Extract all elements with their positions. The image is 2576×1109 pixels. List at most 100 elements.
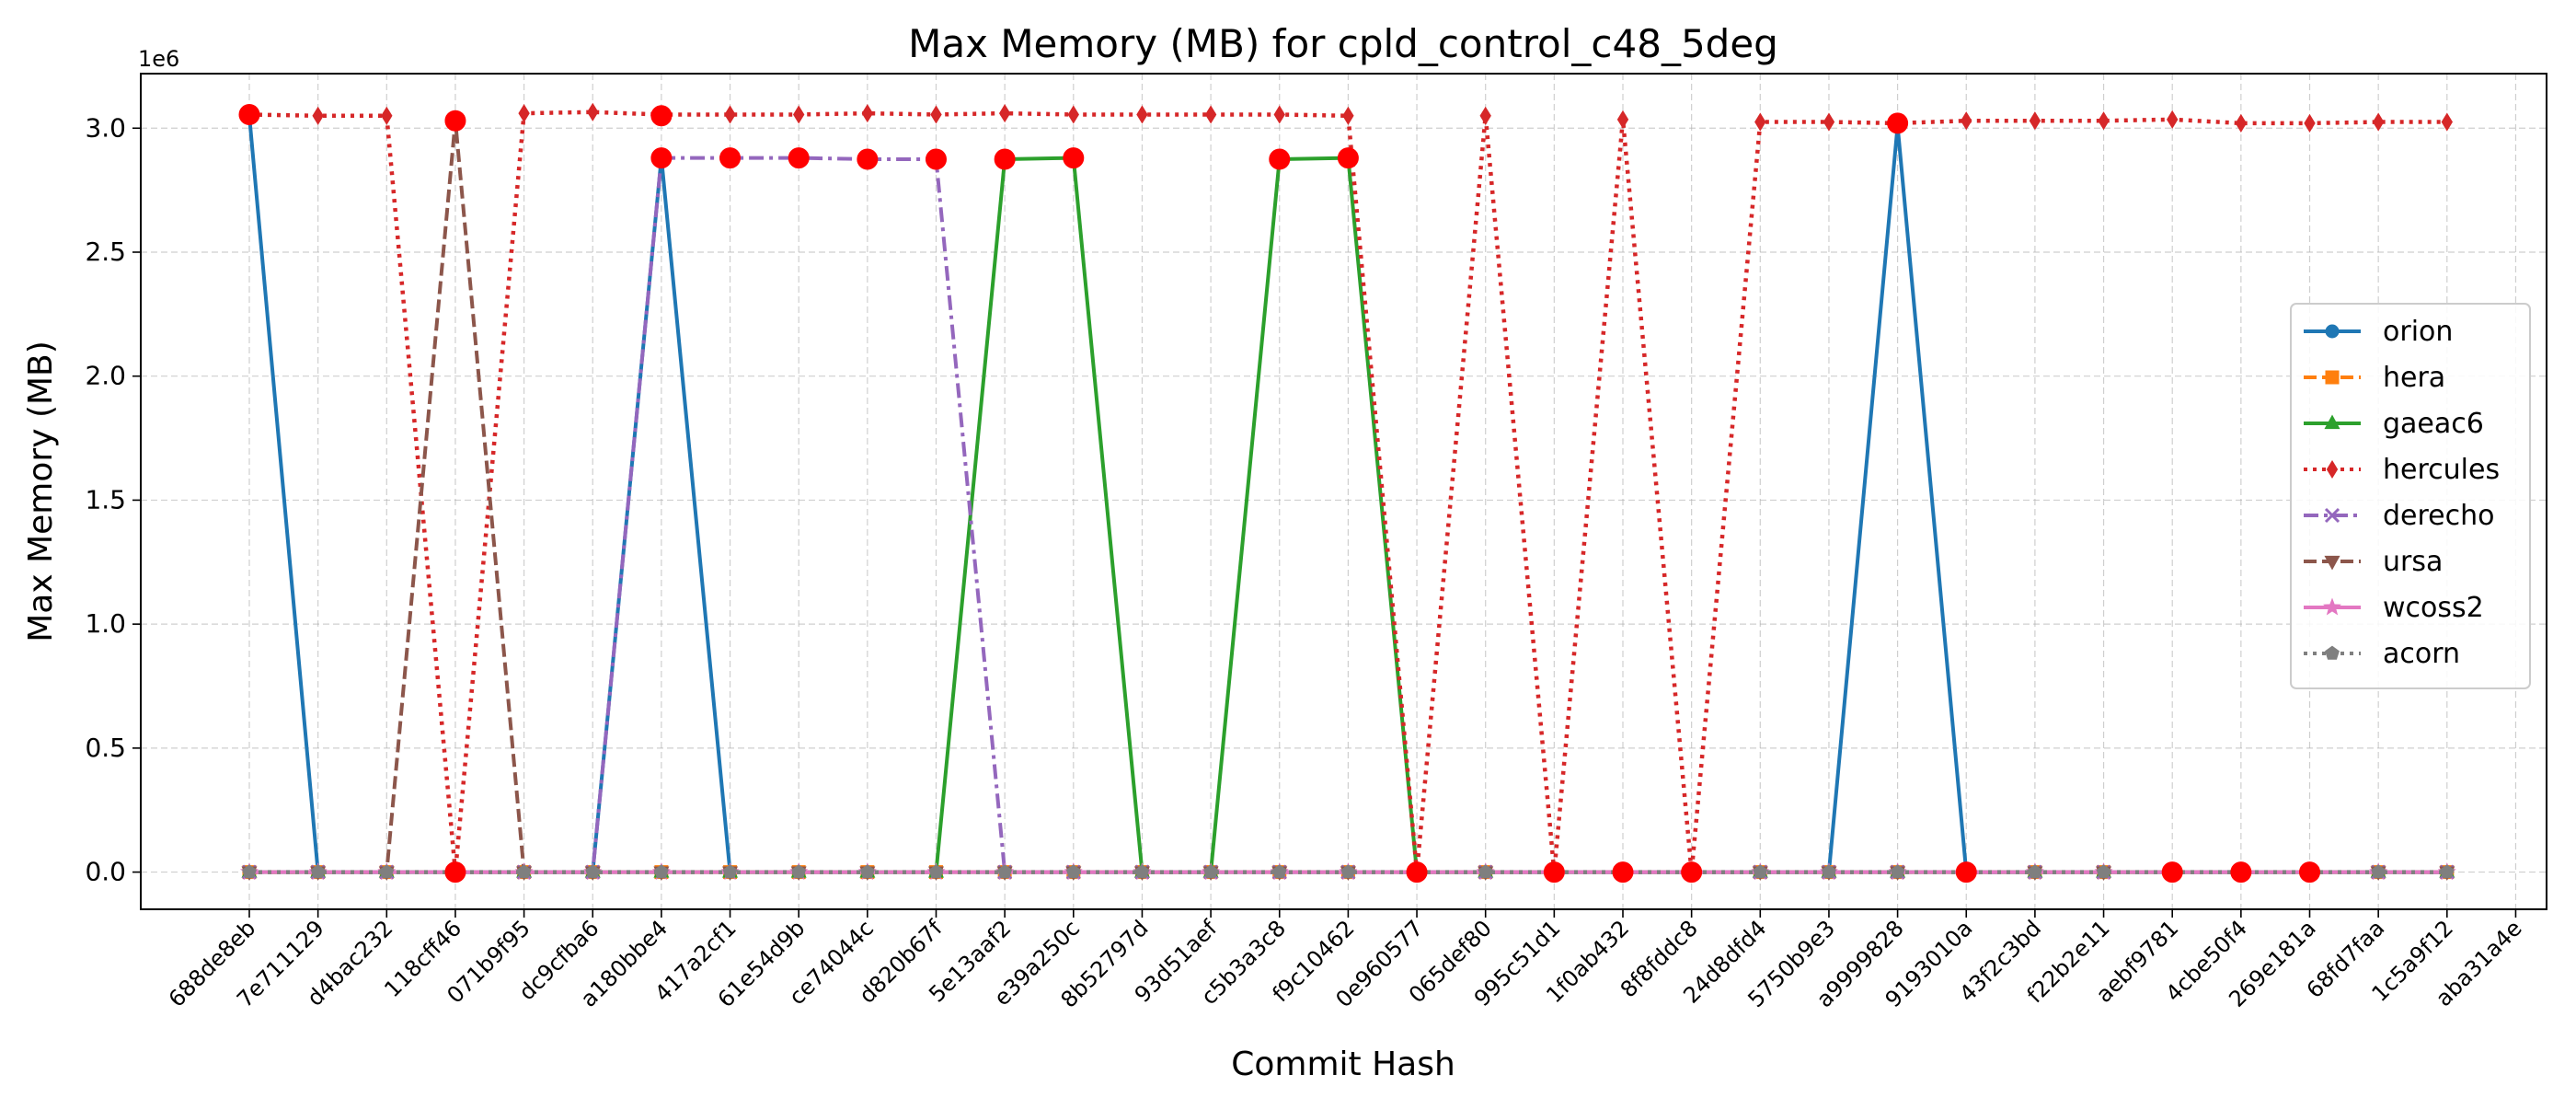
legend-item-derecho: derecho bbox=[2304, 500, 2495, 532]
data-point-hercules bbox=[1342, 106, 1354, 125]
data-point-acorn bbox=[1065, 864, 1081, 879]
legend-label-gaeac6: gaeac6 bbox=[2383, 408, 2484, 440]
data-point-hercules bbox=[2235, 113, 2248, 133]
data-point-hercules bbox=[381, 106, 393, 125]
data-point-acorn bbox=[516, 864, 532, 879]
data-point-acorn bbox=[310, 864, 326, 879]
highlight-point bbox=[1887, 112, 1909, 134]
data-point-acorn bbox=[1822, 864, 1836, 879]
legend-label-wcoss2: wcoss2 bbox=[2383, 592, 2484, 624]
data-point-acorn bbox=[1890, 864, 1905, 879]
data-point-acorn bbox=[722, 864, 738, 879]
data-point-hercules bbox=[2304, 113, 2316, 133]
legend-item-hera: hera bbox=[2304, 362, 2445, 394]
highlight-point bbox=[1269, 148, 1291, 170]
series-hercules bbox=[243, 102, 2453, 882]
y-offset-label: 1e6 bbox=[138, 46, 179, 72]
x-axis-label: Commit Hash bbox=[1231, 1045, 1455, 1083]
legend-item-hercules: hercules bbox=[2304, 454, 2500, 486]
legend-item-gaeac6: gaeac6 bbox=[2304, 408, 2484, 440]
data-point-hercules bbox=[1479, 106, 1491, 125]
data-point-hercules bbox=[1204, 105, 1217, 124]
data-point-hercules bbox=[2372, 112, 2385, 132]
legend: orion hera gaeac6 hercules derecho ursa wcoss2… bbox=[2290, 303, 2531, 689]
data-point-acorn bbox=[1134, 864, 1150, 879]
highlight-point bbox=[2161, 861, 2183, 884]
data-point-acorn bbox=[585, 864, 601, 879]
highlight-point bbox=[2230, 861, 2252, 884]
data-point-acorn bbox=[2439, 864, 2455, 879]
legend-marker-hercules bbox=[2326, 459, 2339, 479]
highlight-point bbox=[788, 147, 810, 169]
legend-item-acorn: acorn bbox=[2304, 638, 2460, 670]
legend-marker-ursa bbox=[2324, 555, 2340, 571]
highlight-point bbox=[444, 861, 466, 884]
highlight-point bbox=[1337, 147, 1359, 169]
data-point-hercules bbox=[1067, 105, 1079, 124]
chart-title: Max Memory (MB) for cpld_control_c48_5de… bbox=[908, 21, 1778, 66]
data-point-acorn bbox=[2096, 864, 2111, 879]
highlight-point bbox=[1612, 861, 1634, 884]
highlight-point bbox=[238, 103, 260, 125]
data-point-hercules bbox=[2098, 111, 2110, 131]
legend-label-acorn: acorn bbox=[2383, 638, 2460, 670]
data-point-acorn bbox=[1203, 864, 1219, 879]
legend-label-derecho: derecho bbox=[2383, 500, 2495, 532]
y-tick-label: 2.5 bbox=[85, 237, 126, 267]
data-point-hercules bbox=[1754, 112, 1766, 132]
data-point-hercules bbox=[861, 104, 874, 123]
data-point-hercules bbox=[587, 102, 599, 121]
data-point-hercules bbox=[930, 105, 942, 124]
highlight-point bbox=[926, 148, 947, 170]
legend-item-orion: orion bbox=[2304, 316, 2453, 348]
highlight-point bbox=[1543, 861, 1565, 884]
data-point-hercules bbox=[1616, 110, 1629, 129]
data-point-acorn bbox=[997, 864, 1013, 879]
highlight-point bbox=[857, 148, 879, 170]
data-point-hercules bbox=[2029, 111, 2041, 131]
data-point-hercules bbox=[2167, 110, 2179, 129]
highlight-point bbox=[994, 148, 1016, 170]
data-point-acorn bbox=[379, 864, 395, 879]
data-point-acorn bbox=[2027, 864, 2042, 879]
data-point-hercules bbox=[724, 105, 736, 124]
data-point-hercules bbox=[793, 105, 805, 124]
legend-label-hera: hera bbox=[2383, 362, 2445, 394]
series-line-hercules bbox=[248, 110, 2447, 874]
data-point-hercules bbox=[1273, 105, 1285, 124]
data-point-acorn bbox=[928, 864, 944, 879]
y-axis-label: Max Memory (MB) bbox=[22, 341, 60, 642]
data-point-hercules bbox=[1823, 112, 1835, 132]
data-point-acorn bbox=[1753, 864, 1768, 879]
data-point-hercules bbox=[1136, 105, 1148, 124]
legend-item-ursa: ursa bbox=[2304, 546, 2443, 578]
data-point-hercules bbox=[2441, 112, 2453, 132]
data-point-acorn bbox=[1340, 864, 1356, 879]
highlight-point bbox=[444, 110, 466, 132]
y-tick-label: 1.0 bbox=[85, 608, 126, 639]
data-point-hercules bbox=[312, 106, 324, 125]
highlight-point bbox=[650, 105, 673, 127]
highlight-point bbox=[1063, 147, 1085, 169]
plot-frame bbox=[140, 73, 2547, 910]
data-point-hercules bbox=[998, 104, 1011, 123]
y-tick-label: 0.0 bbox=[85, 857, 126, 887]
legend-marker-derecho bbox=[2324, 507, 2340, 524]
legend-marker-orion bbox=[2325, 324, 2340, 339]
data-point-hercules bbox=[1961, 111, 1972, 131]
highlight-point bbox=[650, 147, 673, 169]
highlight-point bbox=[719, 147, 742, 169]
data-point-acorn bbox=[653, 864, 669, 879]
highlight-point bbox=[1955, 861, 1977, 884]
legend-label-ursa: ursa bbox=[2383, 546, 2443, 578]
y-tick-label: 1.5 bbox=[85, 484, 126, 514]
legend-marker-acorn bbox=[2325, 645, 2340, 660]
legend-marker-gaeac6 bbox=[2324, 414, 2340, 430]
y-tick-label: 3.0 bbox=[85, 112, 126, 143]
data-point-hercules bbox=[518, 104, 530, 123]
legend-marker-wcoss2 bbox=[2323, 597, 2341, 616]
y-tick-label: 2.0 bbox=[85, 361, 126, 391]
legend-label-hercules: hercules bbox=[2383, 454, 2500, 486]
